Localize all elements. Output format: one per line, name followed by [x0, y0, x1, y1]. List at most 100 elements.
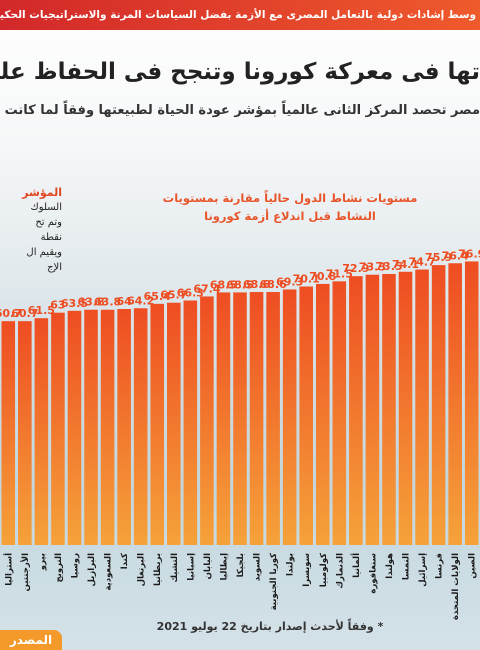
note-line: السلوك [30, 202, 62, 213]
category-label: الصين [468, 553, 478, 579]
bar [167, 302, 181, 545]
bar [18, 321, 32, 545]
bar-value-label: 68.5 [210, 278, 237, 291]
bar [282, 289, 297, 545]
bar [1, 321, 16, 545]
bar-value-label: 60.7 [11, 307, 38, 320]
bar-value-label: 76.9 [458, 247, 480, 260]
bar-value-label: 63.8 [94, 296, 121, 309]
category-label: البرتغال [137, 553, 147, 587]
bar [349, 276, 363, 545]
bar [200, 296, 214, 545]
category-label: اليابان [203, 553, 213, 579]
bar-value-label: 74.1 [392, 258, 419, 271]
bar-value-label: 67.4 [193, 282, 220, 295]
category-label: الأرجنتين [20, 553, 31, 591]
category-label: إيطاليا [219, 553, 229, 581]
category-label: ألمانيا [350, 553, 362, 578]
bar-value-label: 76.4 [442, 249, 469, 262]
bar-value-label: 60.7 [0, 307, 22, 320]
bar [431, 265, 446, 545]
subheadline: مصر تحصد المركز الثانى عالمياً بمؤشر عود… [0, 103, 480, 118]
bar-value-label: 65.7 [160, 289, 187, 302]
category-label: سويسرا [302, 553, 312, 587]
bar [398, 271, 413, 545]
bar [332, 281, 347, 545]
bar-value-label: 75.9 [425, 251, 452, 264]
category-label: روسيا [70, 553, 80, 578]
bar-value-label: 63 [50, 299, 65, 312]
note-box: المؤشر السلوك وتم تح نقطة ويقيم ال الإج [0, 185, 62, 285]
bar-value-label: 70.1 [293, 273, 320, 286]
category-label: التشيك [170, 553, 180, 583]
bar [216, 292, 231, 545]
category-label: كوريا الجنوبية [269, 553, 279, 610]
bar [464, 261, 479, 545]
category-label: إسبانيا [186, 553, 196, 581]
category-label: بلجيكا [236, 553, 246, 577]
bar [100, 309, 115, 545]
category-label: كندا [120, 553, 130, 569]
headline: تها فى معركة كورونا وتنجح فى الحفاظ على … [0, 59, 480, 85]
category-label: سنغافورة [368, 553, 378, 594]
bar-value-label: 70.8 [309, 270, 336, 283]
bar-value-label: 73.3 [359, 261, 386, 274]
category-label: هولندا [385, 553, 395, 579]
bar [382, 273, 396, 545]
bar-value-label: 68.6 [243, 278, 270, 291]
bar-value-label: 61.5 [28, 304, 55, 317]
chart-title: النشاط قبل اندلاع أزمة كورونا [204, 208, 376, 224]
note-title: المؤشر [22, 186, 62, 199]
bar-chart: مستويات نشاط الدول حالياً مقارنة بمستويا… [0, 189, 480, 620]
category-label: السويد [253, 553, 263, 581]
category-label: فرنسا [435, 553, 445, 579]
bar [249, 292, 264, 545]
bar [67, 310, 82, 545]
bar-value-label: 71.5 [326, 267, 353, 280]
category-label: بولندا [286, 553, 296, 576]
category-label: النرويج [54, 553, 64, 583]
top-banner: وسط إشادات دولية بالتعامل المصرى مع الأز… [0, 0, 480, 30]
bar [448, 263, 462, 545]
bar-value-label: 66.3 [177, 287, 204, 300]
bar [233, 292, 247, 545]
bar [51, 312, 65, 545]
bar [315, 283, 330, 545]
category-label: السعودية [104, 553, 114, 591]
bar-value-label: 68.6 [260, 278, 287, 291]
category-label: كولومبيا [319, 553, 329, 587]
chart-title: مستويات نشاط الدول حالياً مقارنة بمستويا… [163, 189, 418, 206]
bar-value-label: 63.8 [77, 296, 104, 309]
category-label: البرازيل [87, 553, 97, 587]
bar [415, 269, 429, 545]
category-label: الدنمارك [335, 553, 345, 589]
bar-value-label: 65.4 [144, 290, 171, 303]
bar-value-label: 72.9 [342, 262, 369, 275]
bar [117, 309, 131, 545]
category-label: أستراليا [2, 553, 14, 586]
bar-value-label: 64.2 [127, 294, 154, 307]
bar [365, 274, 380, 545]
note-line: نقطة [40, 232, 62, 243]
source-badge: المصدر [0, 630, 62, 650]
note-line: وتم تح [35, 217, 62, 228]
bar [34, 318, 49, 545]
bar [183, 300, 198, 545]
category-label: الولايات المتحدة [451, 553, 461, 620]
note-line: الإج [47, 262, 62, 273]
bar [133, 308, 148, 545]
bar [84, 309, 98, 545]
bar-value-label: 68.5 [226, 278, 253, 291]
footnote: * وفقاً لأحدث إصدار بتاريخ 22 يوليو 2021 [156, 620, 384, 633]
bar-value-label: 64 [116, 295, 132, 308]
category-label: بيرو [37, 553, 47, 571]
bar [266, 292, 280, 545]
bar-value-label: 74.7 [408, 256, 435, 269]
note-line: ويقيم ال [26, 247, 62, 258]
bar-value-label: 63.5 [61, 297, 88, 310]
bar [299, 286, 313, 545]
category-label: إسرائيل [418, 553, 428, 587]
category-label: بريطانيا [153, 553, 163, 586]
bar-value-label: 69.3 [276, 275, 303, 288]
bar [150, 303, 165, 545]
